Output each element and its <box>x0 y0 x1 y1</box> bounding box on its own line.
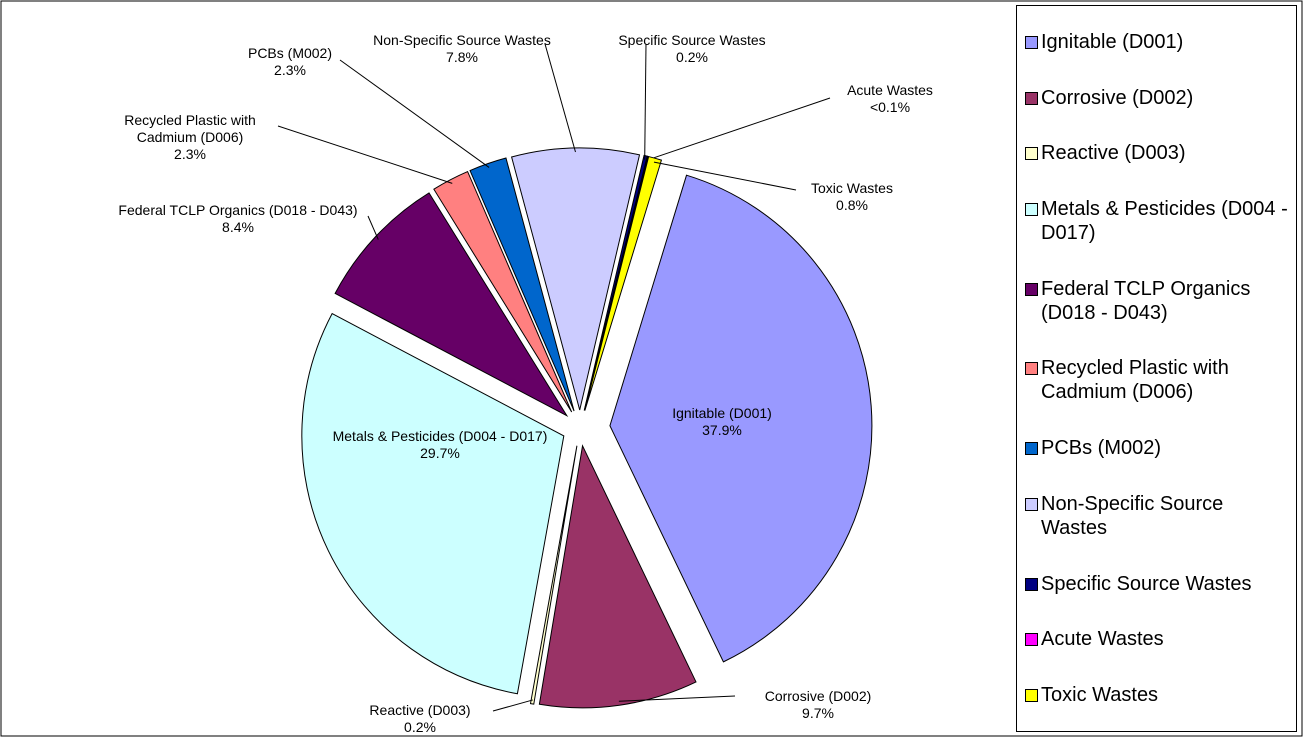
legend-label: Reactive (D003) <box>1041 142 1186 165</box>
legend-label: Federal TCLP Organics (D018 - D043) <box>1041 277 1251 324</box>
legend-item: Specific Source Wastes <box>1025 572 1290 596</box>
legend-label: Acute Wastes <box>1041 628 1164 651</box>
slice-value: 0.2% <box>404 719 436 735</box>
slice-category: Reactive (D003) <box>369 702 471 718</box>
leader-line <box>367 215 379 240</box>
slice-value: 0.2% <box>676 49 708 65</box>
slice-category: Acute Wastes <box>847 82 933 98</box>
slice-category: Ignitable (D001) <box>672 405 772 421</box>
legend-label: Corrosive (D002) <box>1041 86 1194 109</box>
legend-label: Non-Specific Source Wastes <box>1041 492 1224 539</box>
legend-swatch <box>1025 362 1038 376</box>
pie-slice <box>510 147 641 411</box>
legend-item: Toxic Wastes <box>1025 683 1290 707</box>
slice-category: PCBs (M002) <box>247 45 333 61</box>
legend-item: Reactive (D003) <box>1025 141 1290 165</box>
legend-swatch <box>1025 282 1038 296</box>
pie-slice <box>538 444 697 709</box>
pie-slice <box>334 192 569 418</box>
legend-item: Non-Specific Source Wastes <box>1025 492 1290 540</box>
legend-item: Metals & Pesticides (D004 - D017) <box>1025 197 1290 245</box>
slice-label: Toxic Wastes 0.8% <box>777 180 927 214</box>
pie-slice <box>469 157 575 412</box>
slice-category: Corrosive (D002) <box>764 688 872 704</box>
slice-label: Corrosive (D002) 9.7% <box>738 688 898 722</box>
slice-value: 2.3% <box>274 62 306 78</box>
legend-item: PCBs (M002) <box>1025 436 1290 460</box>
legend-label: Metals & Pesticides (D004 - D017) <box>1041 198 1288 245</box>
leader-line <box>646 97 831 161</box>
slice-label: PCBs (M002) 2.3% <box>215 45 365 79</box>
legend-swatch <box>1025 203 1038 217</box>
legend-swatch <box>1025 497 1038 511</box>
slice-label: Metals & Pesticides (D004 - D017) 29.7% <box>320 428 560 462</box>
pie-slice <box>301 312 565 695</box>
slice-category: Recycled Plastic with Cadmium (D006) <box>124 112 256 145</box>
leader-line <box>339 59 490 168</box>
legend-item: Acute Wastes <box>1025 627 1290 651</box>
legend-item: Ignitable (D001) <box>1025 30 1290 54</box>
legend-swatch <box>1025 577 1038 591</box>
slice-label: Reactive (D003) 0.2% <box>340 702 500 736</box>
legend-item: Corrosive (D002) <box>1025 86 1290 110</box>
leader-line <box>644 43 647 160</box>
legend-item: Federal TCLP Organics (D018 - D043) <box>1025 277 1290 325</box>
slice-value: 8.4% <box>222 219 254 235</box>
slice-value: 2.3% <box>174 146 206 162</box>
leader-line <box>544 43 576 153</box>
legend-label: PCBs (M002) <box>1041 437 1162 460</box>
slice-category: Non-Specific Source Wastes <box>373 32 551 48</box>
legend-swatch <box>1025 147 1038 161</box>
leader-line <box>277 125 453 184</box>
pie-slice <box>609 174 873 663</box>
legend-swatch <box>1025 91 1038 105</box>
slice-value: 29.7% <box>420 445 460 461</box>
slice-value: <0.1% <box>869 99 911 115</box>
legend-label: Ignitable (D001) <box>1041 30 1184 53</box>
slice-value: 37.9% <box>702 422 742 438</box>
pie-slice <box>433 170 573 413</box>
slice-label: Ignitable (D001) 37.9% <box>647 405 797 439</box>
legend-label: Toxic Wastes <box>1041 684 1159 707</box>
legend-swatch <box>1025 633 1038 647</box>
legend-label: Recycled Plastic with Cadmium (D006) <box>1041 357 1229 404</box>
legend-swatch <box>1025 689 1038 703</box>
pie-slice <box>584 155 663 411</box>
legend-swatch <box>1025 35 1038 49</box>
legend-label: Specific Source Wastes <box>1041 572 1252 595</box>
slice-category: Metals & Pesticides (D004 - D017) <box>332 428 548 444</box>
slice-label: Non-Specific Source Wastes 7.8% <box>367 32 557 66</box>
slice-label: Acute Wastes <0.1% <box>815 82 965 116</box>
slice-category: Toxic Wastes <box>811 180 893 196</box>
slice-value: 7.8% <box>446 49 478 65</box>
pie-slice <box>529 445 578 705</box>
slice-label: Specific Source Wastes 0.2% <box>597 32 787 66</box>
legend-swatch <box>1025 442 1038 456</box>
slice-category: Specific Source Wastes <box>618 32 766 48</box>
slice-label: Recycled Plastic with Cadmium (D006) 2.3% <box>95 112 285 163</box>
legend: Ignitable (D001) Corrosive (D002) Reactive… <box>1016 5 1297 732</box>
slice-category: Federal TCLP Organics (D018 - D043) <box>118 202 358 218</box>
slice-label: Federal TCLP Organics (D018 - D043) 8.4% <box>103 202 373 236</box>
slice-value: 0.8% <box>836 197 868 213</box>
legend-item: Recycled Plastic with Cadmium (D006) <box>1025 356 1290 404</box>
leader-line <box>492 699 533 712</box>
leader-line <box>653 161 797 191</box>
slice-value: 9.7% <box>802 705 834 721</box>
leader-line <box>618 695 736 702</box>
